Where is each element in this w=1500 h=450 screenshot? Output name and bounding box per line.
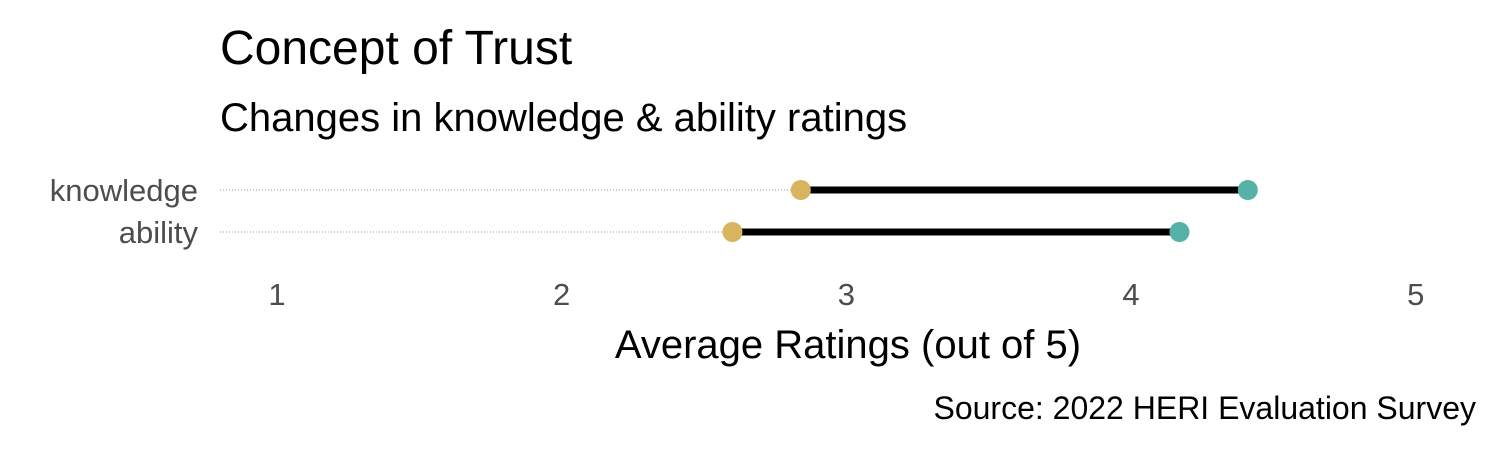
dumbbell-segments: [732, 186, 1248, 236]
chart-title: Concept of Trust: [220, 22, 572, 75]
category-label-knowledge: knowledge: [50, 173, 198, 208]
point-start-ability: [722, 222, 743, 242]
x-tick-4: 4: [1122, 277, 1139, 312]
chart-subtitle: Changes in knowledge & ability ratings: [220, 96, 907, 140]
x-tick-5: 5: [1407, 277, 1424, 312]
category-label-ability: ability: [119, 215, 199, 250]
point-end-ability: [1169, 222, 1190, 242]
dumbbell-points: [722, 180, 1258, 242]
x-tick-3: 3: [838, 277, 855, 312]
x-axis-title: Average Ratings (out of 5): [615, 323, 1081, 367]
x-tick-1: 1: [268, 277, 285, 312]
guide-lines: [220, 189, 801, 233]
chart-caption: Source: 2022 HERI Evaluation Survey: [933, 390, 1476, 426]
category-labels: knowledge ability: [50, 173, 199, 250]
x-axis-ticks: 1 2 3 4 5: [268, 277, 1424, 312]
point-start-knowledge: [790, 180, 811, 200]
x-tick-2: 2: [553, 277, 570, 312]
point-end-knowledge: [1237, 180, 1258, 200]
